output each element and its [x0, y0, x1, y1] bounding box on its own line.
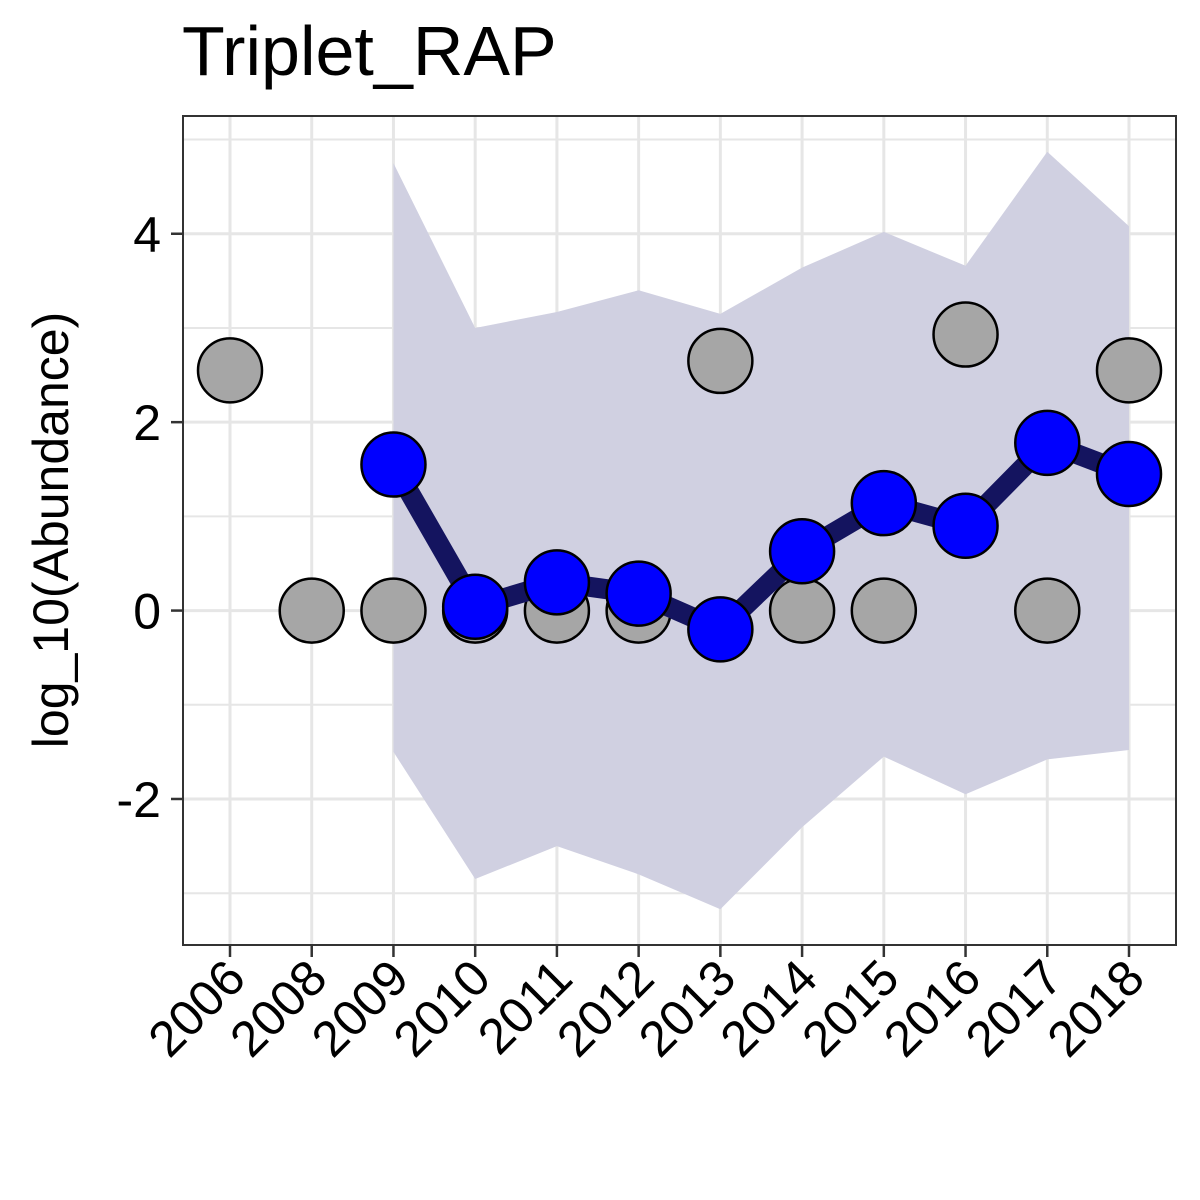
estimate-point-2012	[605, 560, 672, 627]
y-axis-title: log_10(Abundance)	[23, 312, 79, 748]
estimate-point-2016	[932, 492, 999, 560]
observed-point-2015	[850, 577, 918, 644]
chart-title: Triplet_RAP	[182, 12, 557, 90]
y-tick-label: 4	[133, 207, 161, 263]
estimate-point-2017	[1014, 409, 1081, 477]
plot-border	[182, 115, 1177, 946]
observed-point-2018	[1095, 337, 1163, 404]
estimate-point-2014	[768, 517, 836, 585]
estimate-point-2015	[850, 469, 918, 537]
observed-point-2008	[278, 577, 345, 644]
estimate-point-2013	[687, 596, 754, 663]
estimate-point-2009	[360, 431, 427, 498]
estimate-line	[384, 432, 1133, 640]
estimate-series-line	[384, 432, 1133, 640]
observed-point-2006	[196, 337, 264, 404]
observed-point-2014	[768, 577, 836, 644]
x-tick-label: 2018	[1037, 949, 1155, 1067]
observed-point-2013	[687, 327, 754, 395]
observed-point-2016	[932, 301, 999, 368]
observed-point-2017	[1014, 577, 1081, 644]
estimate-point-2011	[523, 549, 591, 616]
y-tick-label: 0	[133, 584, 161, 640]
observed-point-2009	[360, 577, 427, 644]
estimate-points	[360, 409, 1163, 663]
y-tick-label: 2	[133, 395, 161, 451]
y-tick-label: -2	[117, 772, 161, 828]
estimate-point-2010	[441, 573, 509, 641]
estimate-point-2018	[1095, 440, 1163, 508]
